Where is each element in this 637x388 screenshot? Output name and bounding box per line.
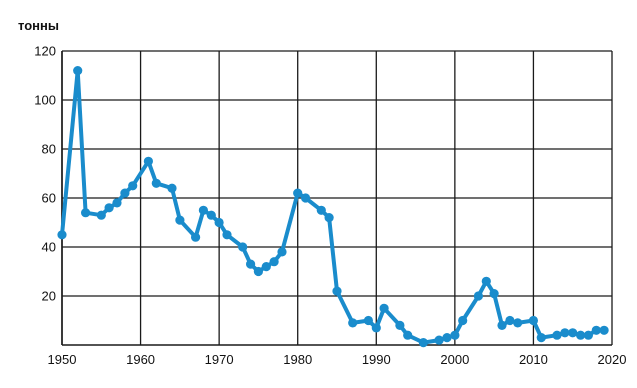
data-point <box>552 330 562 340</box>
data-point <box>528 315 539 326</box>
y-tick-label: 120 <box>34 44 56 59</box>
data-point <box>481 276 491 286</box>
data-point <box>293 188 303 198</box>
data-point <box>206 210 216 220</box>
data-point <box>198 205 208 215</box>
y-tick-label: 80 <box>42 142 56 157</box>
data-point <box>458 315 468 326</box>
data-point <box>513 318 523 328</box>
data-point <box>379 303 389 313</box>
y-tick-label: 40 <box>42 240 56 255</box>
data-point <box>316 205 326 215</box>
data-point <box>591 325 601 335</box>
data-point <box>261 262 271 272</box>
data-point <box>143 156 153 166</box>
data-point <box>536 333 546 343</box>
series-layer <box>57 66 609 348</box>
series-line <box>60 68 607 345</box>
x-tick-label: 1970 <box>205 352 234 367</box>
x-tick-label: 2010 <box>519 352 548 367</box>
x-tick-label: 1990 <box>362 352 391 367</box>
data-point <box>214 217 224 228</box>
data-point <box>363 315 373 326</box>
y-tick-label: 20 <box>42 289 56 304</box>
data-point <box>120 188 130 198</box>
data-point <box>403 330 413 340</box>
data-point <box>371 323 381 333</box>
data-point <box>104 203 114 213</box>
y-tick-label: 100 <box>34 93 56 108</box>
data-point <box>560 328 570 338</box>
data-point <box>269 257 279 267</box>
data-point <box>238 242 248 252</box>
data-point <box>253 266 263 277</box>
data-point <box>112 198 122 208</box>
data-point <box>191 232 201 242</box>
y-tick-label: 60 <box>42 191 56 206</box>
data-point <box>418 338 428 348</box>
data-point <box>434 335 444 345</box>
data-point <box>442 333 452 343</box>
data-point <box>395 320 405 330</box>
data-point <box>175 215 185 225</box>
data-point <box>301 193 311 203</box>
x-tick-label: 1960 <box>126 352 155 367</box>
data-point <box>151 178 161 188</box>
data-point <box>277 247 287 257</box>
grid <box>61 50 613 346</box>
data-point <box>576 330 586 340</box>
x-tick-label: 1980 <box>283 352 312 367</box>
data-point <box>73 66 83 76</box>
data-point <box>167 183 177 193</box>
data-point <box>332 286 342 296</box>
data-point <box>497 320 507 330</box>
data-point <box>568 328 578 338</box>
data-point <box>348 318 358 328</box>
data-point <box>489 289 499 299</box>
data-point <box>96 210 106 220</box>
y-axis-unit-label: тонны <box>18 18 59 33</box>
data-point <box>128 181 138 191</box>
data-point <box>599 325 609 335</box>
data-point <box>450 330 460 340</box>
data-point <box>222 230 232 240</box>
x-tick-label: 2000 <box>440 352 469 367</box>
data-point <box>583 330 594 340</box>
data-point <box>505 315 515 326</box>
data-point <box>324 213 334 223</box>
data-point <box>57 230 67 240</box>
x-tick-label: 2020 <box>598 352 627 367</box>
data-point <box>81 208 91 218</box>
tick-labels: 20 40 60 80 100 120 1950 1960 1970 1980 1990 2000 20… <box>34 44 626 368</box>
x-tick-label: 1950 <box>48 352 77 367</box>
data-point <box>473 291 483 301</box>
data-point <box>246 259 256 269</box>
